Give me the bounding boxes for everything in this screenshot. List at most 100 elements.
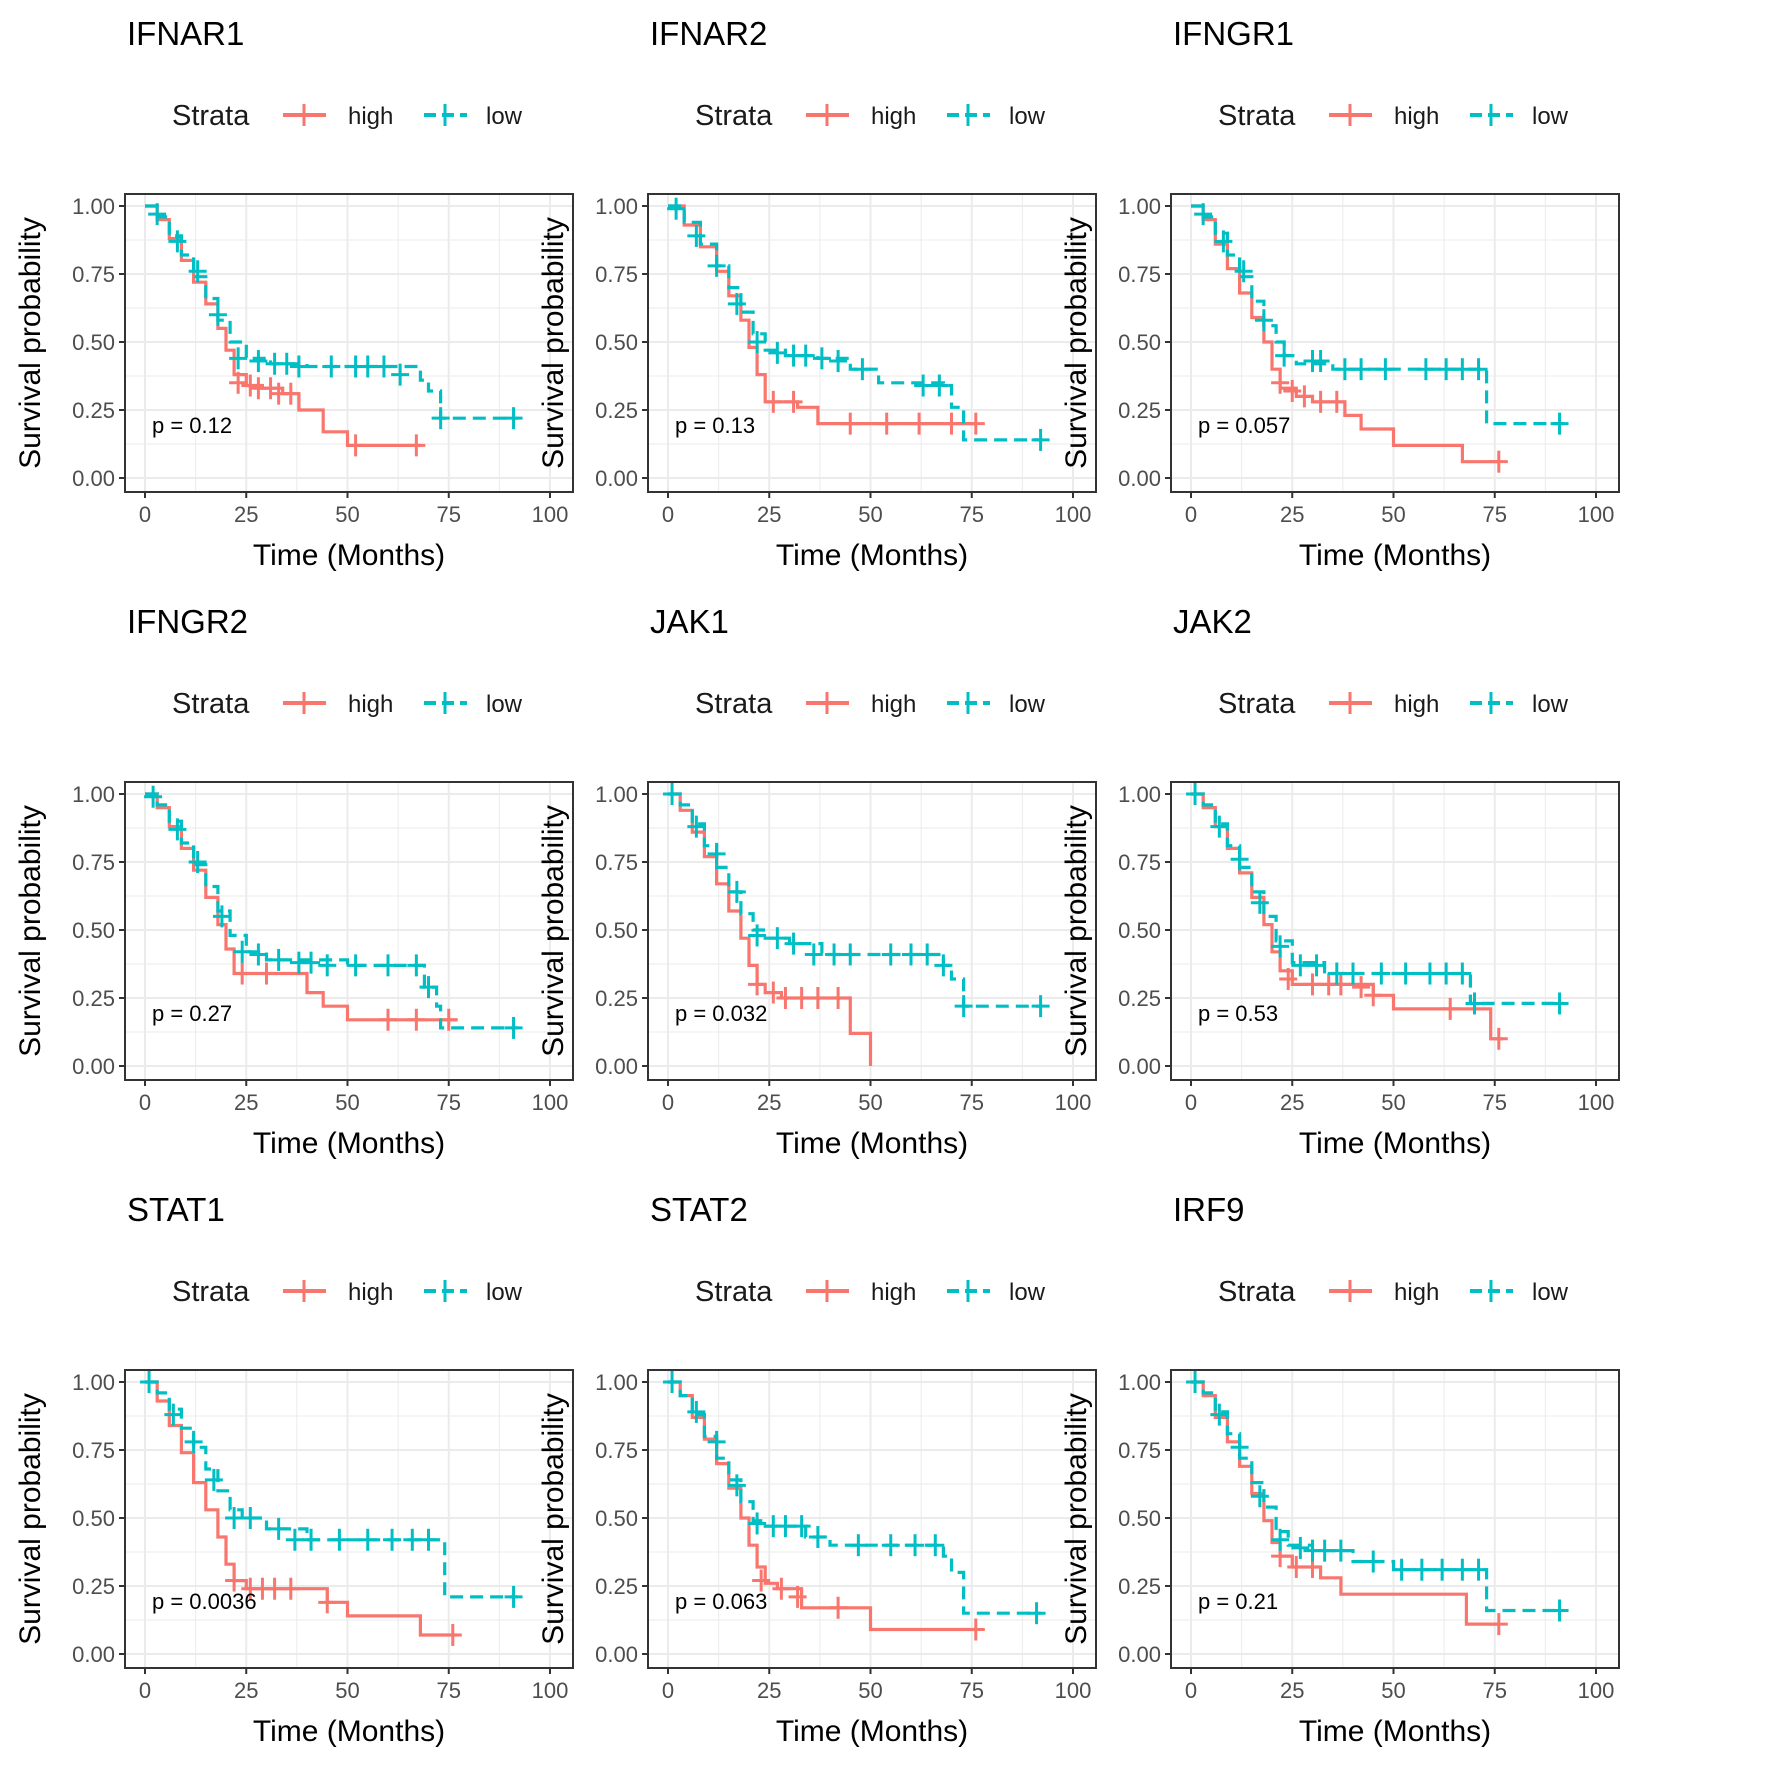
censor-mark-high	[1364, 984, 1383, 1007]
legend-title: Strata	[172, 688, 250, 720]
censor-mark-high	[1441, 997, 1460, 1020]
censor-mark-high	[379, 1008, 397, 1031]
censor-mark-low	[208, 303, 227, 326]
censor-mark-low	[1376, 358, 1395, 381]
y-axis-label: Survival probability	[1060, 217, 1093, 469]
censor-mark-low	[776, 1515, 795, 1538]
y-tick-label: 0.50	[72, 1506, 115, 1531]
censor-mark-high	[1279, 967, 1298, 990]
censor-mark-high	[257, 962, 276, 985]
y-tick-label: 0.25	[1118, 986, 1161, 1011]
x-tick-label: 100	[532, 1090, 569, 1115]
censor-mark-high	[784, 390, 803, 413]
legend-key-high	[806, 692, 849, 714]
y-tick-label: 0.50	[1118, 1506, 1161, 1531]
p-value-label: p = 0.27	[152, 1001, 232, 1026]
censor-mark-low	[841, 943, 860, 966]
panel-title: IFNGR1	[1173, 15, 1294, 52]
panel-title: JAK1	[650, 603, 729, 640]
censor-mark-low	[1230, 848, 1249, 871]
censor-mark-high	[225, 1569, 244, 1592]
panel-title: STAT2	[650, 1191, 748, 1228]
censor-mark-low	[727, 292, 746, 315]
x-tick-label: 75	[1483, 1090, 1507, 1115]
y-axis-label: Survival probability	[537, 1393, 570, 1645]
p-value-label: p = 0.057	[1198, 413, 1290, 438]
panel-title: JAK2	[1173, 603, 1252, 640]
legend-key-high	[283, 692, 326, 714]
series-low	[1186, 783, 1569, 1015]
censor-mark-low	[687, 815, 706, 838]
y-tick-label: 0.25	[595, 1574, 638, 1599]
x-tick-label: 75	[437, 1678, 461, 1703]
censor-mark-low	[748, 331, 767, 353]
x-tick-label: 100	[532, 1678, 569, 1703]
censor-mark-high	[1303, 973, 1322, 996]
censor-mark-low	[926, 1534, 945, 1557]
y-tick-label: 0.00	[72, 1642, 115, 1667]
censor-mark-high	[841, 412, 860, 435]
x-tick-label: 25	[1280, 1678, 1304, 1703]
survival-curve-high	[145, 204, 421, 447]
x-tick-label: 75	[960, 1090, 984, 1115]
censor-mark-low	[1031, 428, 1050, 451]
censor-mark-low	[808, 1526, 827, 1549]
censor-mark-low	[225, 1507, 244, 1529]
x-tick-label: 25	[757, 1090, 781, 1115]
series-low	[1186, 1371, 1569, 1622]
km-panel-irf9: IRF9 Strata high low 0.00 0.25 0.50 0.75 1.00 0 25…	[1046, 1176, 1636, 1764]
censor-mark-low	[1465, 992, 1484, 1015]
x-tick-label: 0	[662, 1678, 674, 1703]
censor-mark-low	[407, 954, 426, 977]
survival-curve-low	[145, 204, 518, 420]
censor-mark-low	[1291, 954, 1310, 977]
censor-mark-low	[1307, 954, 1326, 977]
series-low	[663, 783, 1050, 1018]
censor-mark-low	[1453, 1558, 1472, 1581]
p-value-label: p = 0.53	[1198, 1001, 1278, 1026]
censor-mark-low	[1250, 891, 1269, 914]
x-tick-label: 100	[1578, 1090, 1615, 1115]
censor-mark-high	[829, 987, 848, 1009]
x-tick-label: 100	[1055, 1090, 1092, 1115]
censor-mark-low	[707, 1430, 726, 1453]
censor-mark-high	[776, 987, 795, 1009]
censor-mark-low	[1275, 344, 1294, 367]
censor-mark-low	[1291, 1536, 1310, 1559]
x-tick-label: 50	[858, 1678, 882, 1703]
km-plot-svg: JAK1 Strata high low 0.00 0.25 0.50 0.75 1.00 0 25…	[537, 603, 1097, 1160]
censor-mark-low	[1311, 350, 1330, 373]
y-tick-label: 0.00	[72, 466, 115, 491]
censor-mark-low	[792, 1515, 811, 1538]
series-high	[668, 1380, 985, 1641]
y-axis-label: Survival probability	[1060, 805, 1093, 1057]
y-axis-label: Survival probability	[14, 1393, 47, 1645]
censor-mark-low	[168, 230, 187, 253]
censor-mark-high	[318, 1591, 337, 1614]
censor-mark-low	[1315, 1539, 1334, 1562]
censor-mark-high	[281, 382, 300, 405]
censor-mark-low	[188, 851, 207, 873]
legend-title: Strata	[695, 100, 773, 132]
censor-mark-low	[391, 363, 410, 386]
censor-mark-low	[1453, 358, 1472, 381]
x-tick-label: 0	[139, 1678, 151, 1703]
censor-mark-high	[233, 962, 252, 985]
censor-mark-high	[808, 987, 827, 1009]
x-tick-label: 0	[662, 502, 674, 527]
km-panel-ifnar2: IFNAR2 Strata high low 0.00 0.25 0.50 0.75 1.00 0…	[523, 0, 1113, 588]
censor-mark-high	[265, 1577, 284, 1600]
series-high	[145, 204, 426, 457]
censor-mark-low	[403, 1528, 422, 1551]
km-plot-svg: IRF9 Strata high low 0.00 0.25 0.50 0.75 1.00 0 25…	[1060, 1191, 1620, 1748]
y-tick-label: 0.75	[1118, 1438, 1161, 1463]
censor-mark-low	[1210, 815, 1229, 838]
censor-mark-low	[249, 350, 268, 373]
series-low	[1191, 203, 1569, 435]
censor-mark-low	[419, 976, 438, 999]
x-tick-label: 100	[1055, 502, 1092, 527]
x-tick-label: 100	[1578, 502, 1615, 527]
legend-label-high: high	[1394, 1279, 1439, 1306]
km-plot-svg: IFNAR2 Strata high low 0.00 0.25 0.50 0.75 1.00 0…	[537, 15, 1097, 572]
legend-title: Strata	[695, 1276, 773, 1308]
